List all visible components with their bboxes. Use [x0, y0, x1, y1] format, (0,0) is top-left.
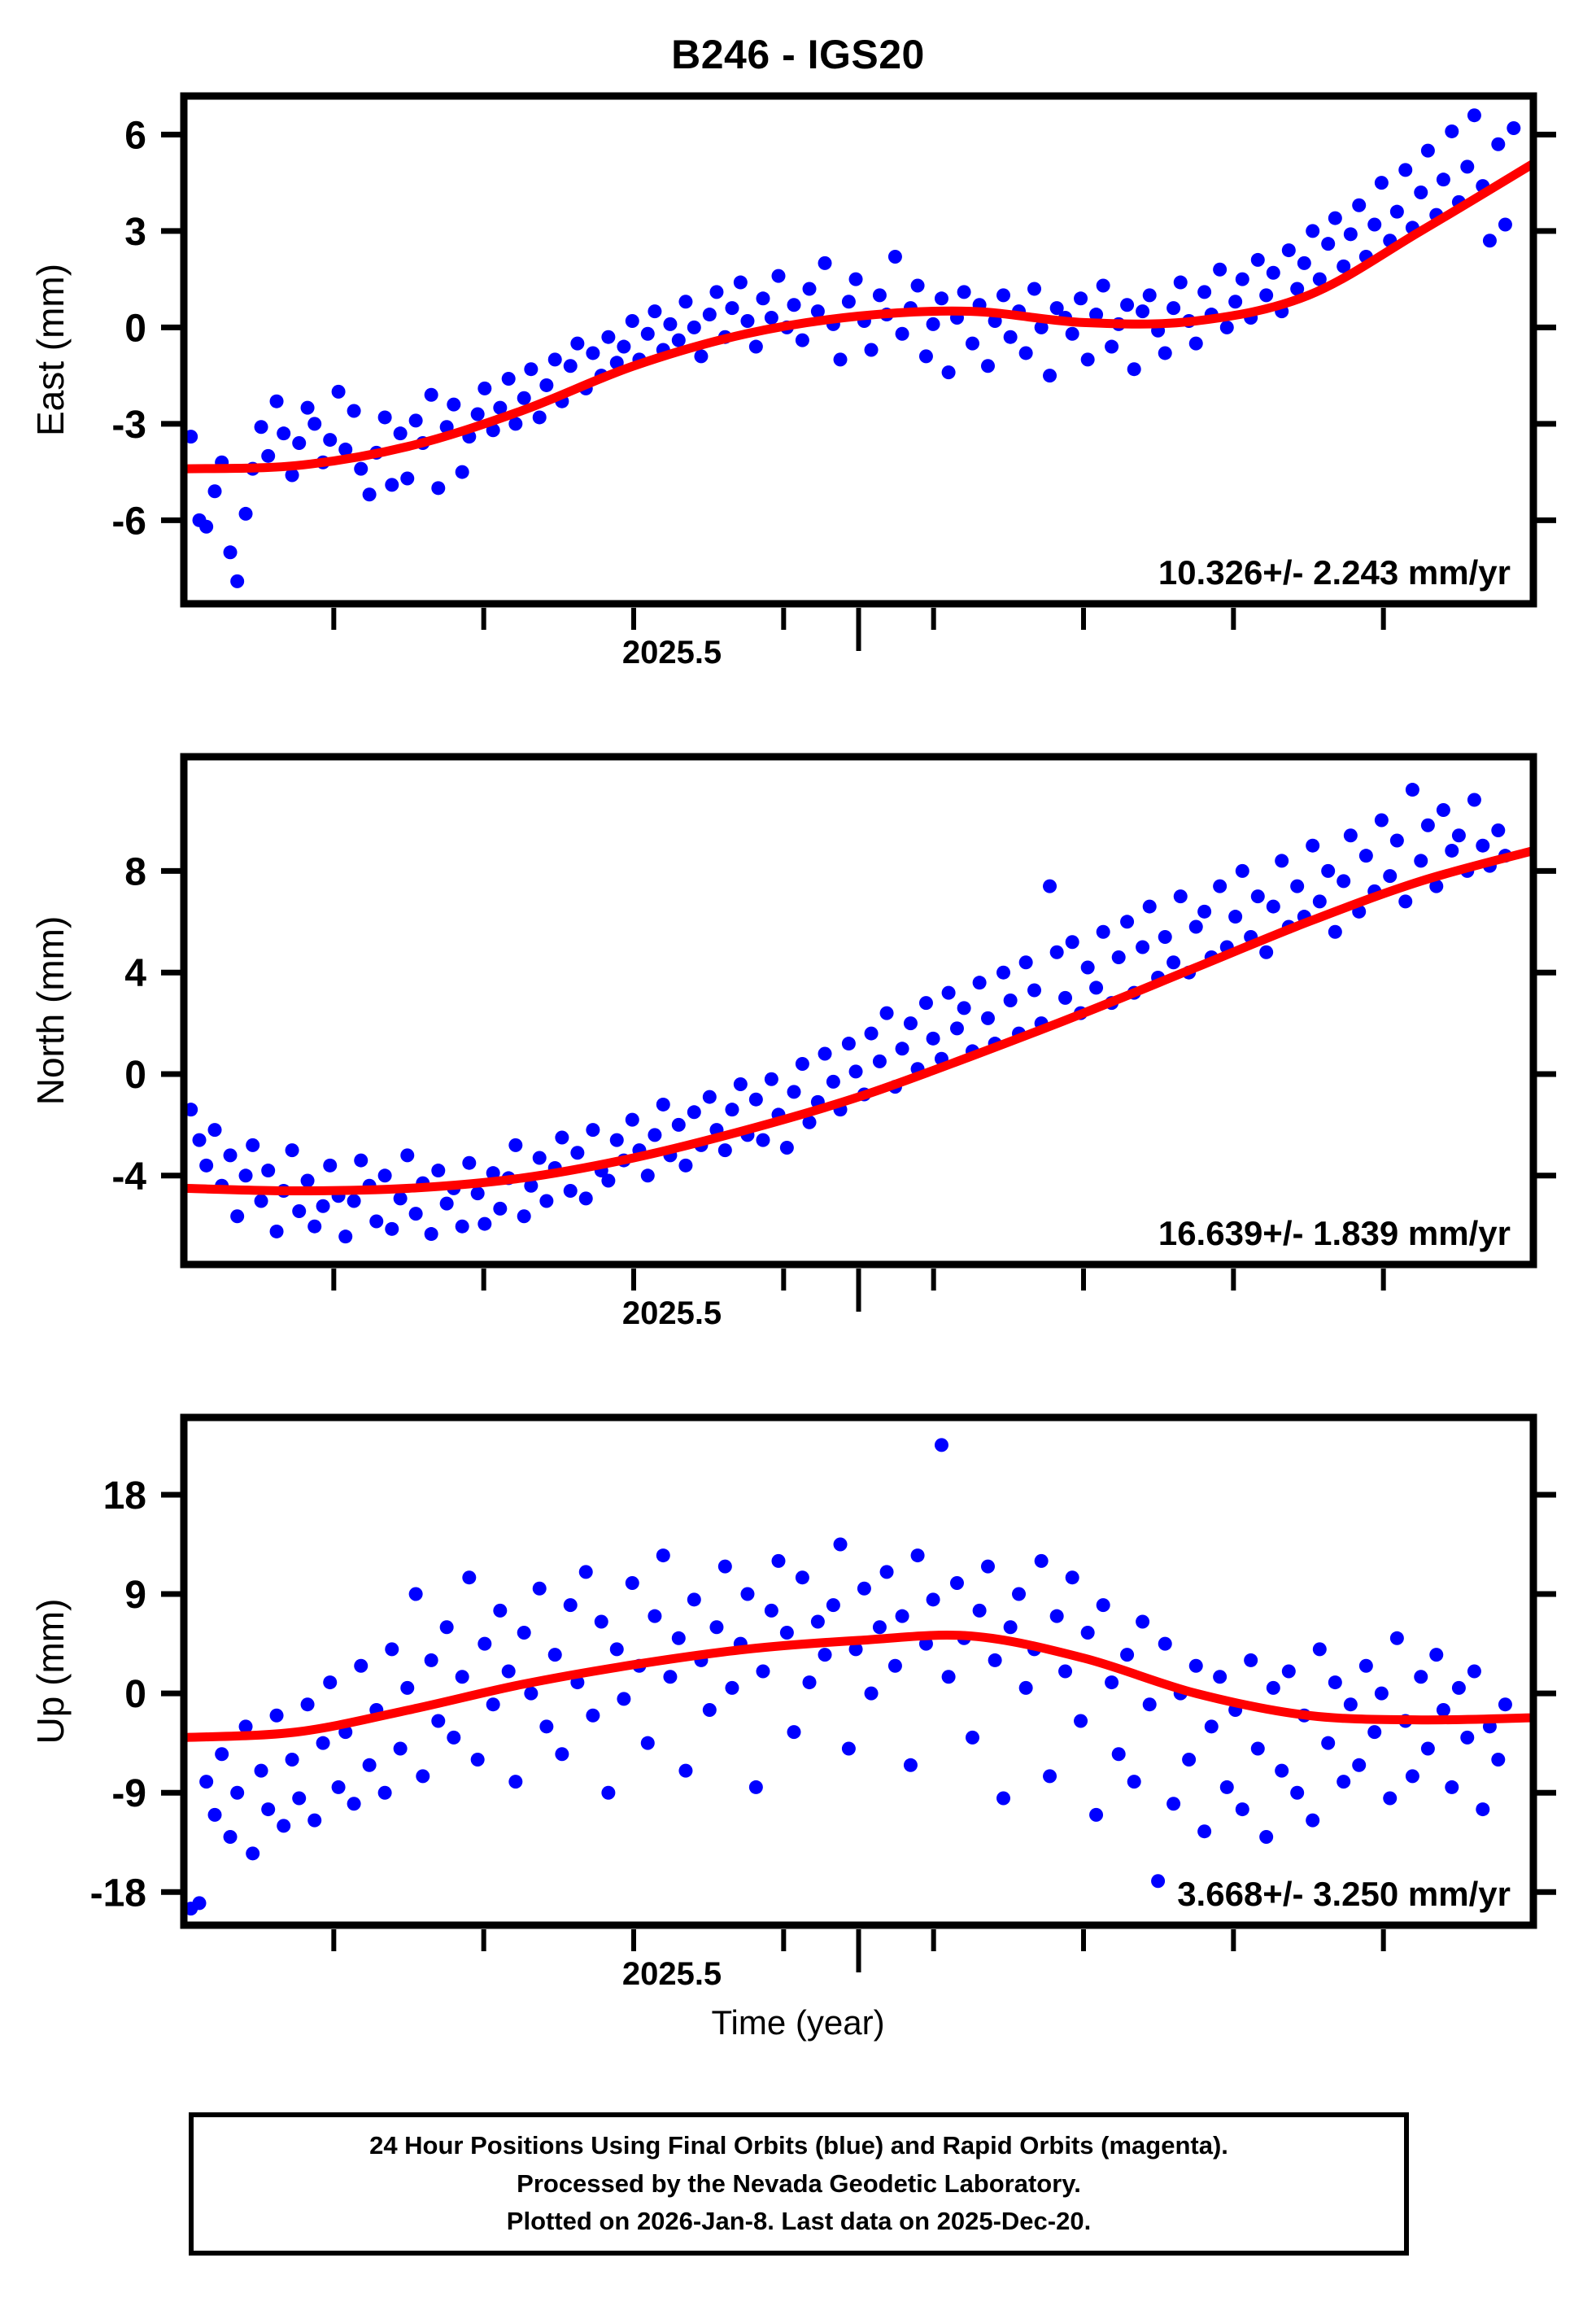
data-layer — [184, 1438, 1533, 1916]
data-layer — [184, 783, 1533, 1244]
panel-north-plot: 8 4 0 -4 North (mm) 16.639+/- 1.839 mm/yr — [29, 753, 1556, 1312]
svg-text:0: 0 — [124, 307, 146, 350]
svg-text:-3: -3 — [111, 404, 146, 447]
yaxis-title: Up (mm) — [29, 1599, 72, 1745]
svg-text:-9: -9 — [111, 1772, 146, 1815]
xtick-label-east: 2025.5 — [621, 635, 722, 670]
panel-north: 8 4 0 -4 North (mm) 16.639+/- 1.839 mm/yr — [0, 742, 1596, 1312]
svg-text:3: 3 — [124, 211, 146, 254]
caption-line-2: Processed by the Nevada Geodetic Laborat… — [517, 2168, 1081, 2198]
panel-east-plot: 6 3 0 -3 -6 East (mm) 10.326+/- 2.243 mm/yr — [29, 92, 1556, 651]
svg-text:-6: -6 — [111, 500, 146, 543]
rate-annotation: 16.639+/- 1.839 mm/yr — [1158, 1214, 1511, 1252]
panel-up-plot: 18 9 0 -9 -18 Up (mm) 3.668+/- 3.250 mm/yr — [29, 1413, 1556, 1972]
page-title: B246 - IGS20 — [671, 32, 925, 77]
svg-text:9: 9 — [124, 1574, 146, 1617]
panel-east: 6 3 0 -3 -6 East (mm) 10.326+/- 2.243 mm/yr — [0, 81, 1596, 651]
svg-text:18: 18 — [103, 1474, 146, 1518]
xtick-label-up: 2025.5 — [621, 1956, 722, 1992]
data-layer — [184, 108, 1533, 588]
svg-text:8: 8 — [124, 850, 146, 893]
yaxis-title: North (mm) — [29, 916, 72, 1106]
svg-text:0: 0 — [124, 1673, 146, 1716]
panel-up: 18 9 0 -9 -18 Up (mm) 3.668+/- 3.250 mm/yr — [0, 1403, 1596, 1972]
rate-annotation: 10.326+/- 2.243 mm/yr — [1158, 553, 1511, 592]
xaxis-title: Time (year) — [711, 2003, 885, 2042]
caption-line-3: Plotted on 2026-Jan-8. Last data on 2025… — [506, 2207, 1092, 2236]
rate-annotation: 3.668+/- 3.250 mm/yr — [1177, 1875, 1511, 1913]
svg-text:-4: -4 — [111, 1155, 146, 1199]
xtick-label-north: 2025.5 — [621, 1295, 722, 1331]
svg-text:0: 0 — [124, 1054, 146, 1097]
svg-text:6: 6 — [124, 114, 146, 157]
svg-text:4: 4 — [124, 952, 146, 995]
yaxis-title: East (mm) — [29, 264, 72, 436]
svg-text:-18: -18 — [90, 1871, 146, 1915]
caption-line-1: 24 Hour Positions Using Final Orbits (bl… — [369, 2131, 1228, 2160]
caption-box: 24 Hour Positions Using Final Orbits (bl… — [189, 2112, 1409, 2256]
